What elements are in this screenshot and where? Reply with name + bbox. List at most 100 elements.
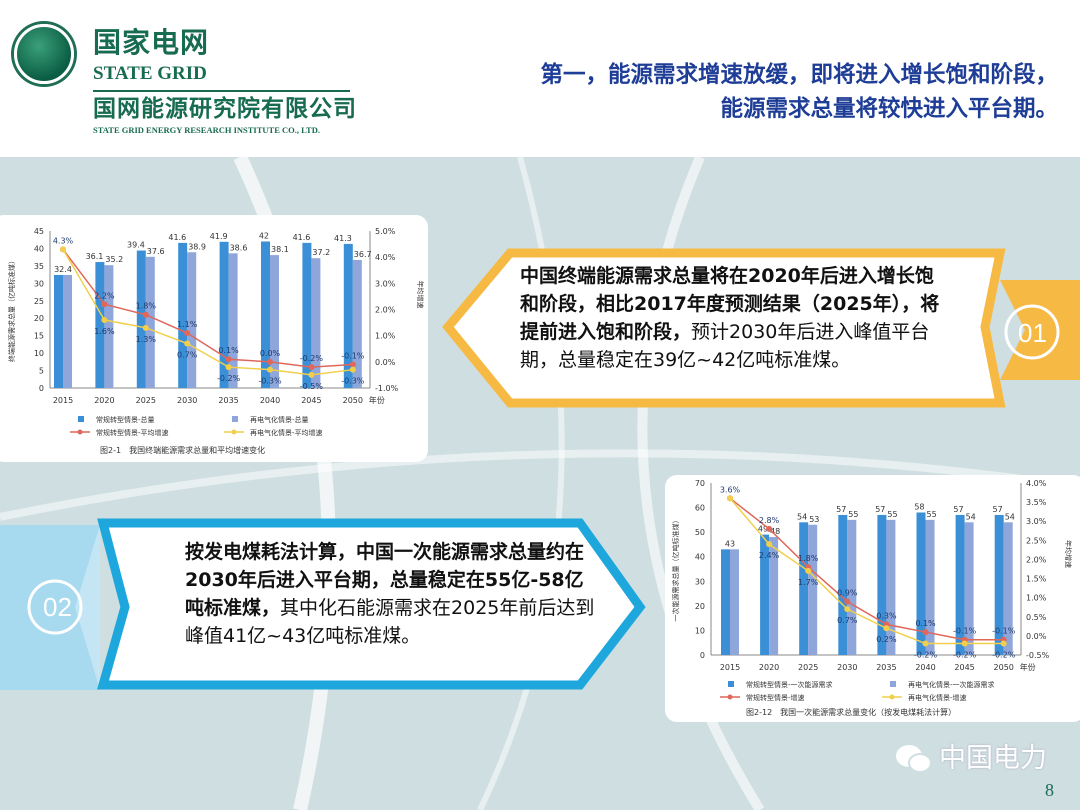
line-value-label: 0.7% — [177, 351, 198, 360]
line-value-label: -0.2% — [992, 651, 1016, 660]
line-value-label: 1.1% — [177, 320, 198, 329]
line-series — [729, 497, 1004, 645]
y2-tick-label: 1.0% — [375, 332, 396, 341]
x-axis-label: 年份 — [1020, 662, 1036, 672]
chart-final-energy: 051015202530354045-1.0%0.0%1.0%2.0%3.0%4… — [7, 227, 425, 455]
y2-axis-label: 年均增速 — [1064, 540, 1073, 568]
y-tick-label: 50 — [695, 528, 705, 537]
bar-value-label: 39.4 — [127, 241, 145, 250]
bar — [302, 242, 312, 388]
line-point — [961, 640, 968, 647]
bar — [270, 255, 279, 388]
bar — [54, 274, 63, 388]
bar-value-label: 41.6 — [168, 233, 186, 242]
line-point — [184, 340, 191, 347]
y-tick-label: 15 — [34, 332, 44, 341]
line-point — [349, 361, 356, 368]
bar — [228, 253, 238, 388]
line-value-label: 2.4% — [759, 551, 780, 560]
bar — [721, 549, 730, 655]
x-tick-label: 2015 — [720, 663, 740, 672]
bar-value-label: 57 — [836, 505, 846, 514]
line-value-label: 0.0% — [260, 349, 281, 358]
bar — [352, 259, 362, 388]
y-tick-label: 40 — [34, 244, 44, 253]
x-tick-label: 2050 — [994, 663, 1014, 672]
line-value-label: 4.3% — [53, 236, 74, 245]
bar-value-label: 43 — [725, 539, 735, 548]
y2-tick-label: 2.0% — [375, 306, 396, 315]
y2-tick-label: 5.0% — [375, 227, 396, 236]
y-tick-label: 60 — [695, 504, 705, 513]
institute-en: STATE GRID ENERGY RESEARCH INSTITUTE CO.… — [93, 125, 320, 135]
bar-value-label: 37.6 — [147, 247, 165, 256]
line-point — [805, 567, 812, 574]
bar — [261, 241, 270, 388]
y-tick-label: 40 — [695, 553, 705, 562]
legend-label: 常规转型情景-总量 — [96, 415, 155, 424]
y2-tick-label: -0.5% — [1026, 651, 1050, 660]
bar — [104, 265, 114, 388]
x-tick-label: 2035 — [876, 663, 896, 672]
bar — [964, 522, 974, 655]
title-line-2: 能源需求总量将较快进入平台期。 — [720, 96, 1058, 122]
legend-label: 再电气化情景-增速 — [908, 693, 967, 702]
legend-label: 常规转型情景-增速 — [746, 693, 805, 702]
callout-2-text: 按发电煤耗法计算，中国一次能源需求总量约在2030年后进入平台期，总量稳定在55… — [185, 538, 595, 650]
bar-value-label: 41.9 — [210, 232, 228, 241]
callout-1-number: 01 — [1018, 317, 1047, 348]
bar-value-label: 38.6 — [230, 243, 248, 252]
bar — [886, 519, 896, 655]
y-tick-label: 25 — [34, 297, 44, 306]
y2-tick-label: 3.5% — [1026, 498, 1047, 507]
legend-swatch — [890, 681, 896, 687]
state-grid-globe-logo — [14, 24, 74, 84]
y-tick-label: 10 — [695, 626, 705, 635]
x-tick-label: 2030 — [177, 396, 197, 405]
line-value-label: -0.3% — [341, 377, 365, 386]
line-value-label: 0.1% — [915, 619, 936, 628]
bar — [838, 514, 848, 655]
line-point — [142, 324, 149, 331]
line-value-label: 0.1% — [218, 346, 239, 355]
wechat-icon — [896, 745, 932, 773]
line-point — [101, 316, 108, 323]
legend-swatch — [728, 681, 734, 687]
callout-1-bold: 中国终端能源需求总量将在2020年后进入增长饱和阶段，相比2017年度预测结果（… — [520, 265, 940, 343]
line-point — [349, 366, 356, 373]
bar — [145, 256, 155, 388]
line-value-label: 2.8% — [759, 516, 780, 525]
y2-tick-label: 0.5% — [1026, 613, 1047, 622]
x-tick-label: 2050 — [343, 396, 363, 405]
bar — [1003, 522, 1013, 655]
bar-value-label: 53 — [809, 515, 819, 524]
chart-primary-energy: 010203040506070-0.5%0.0%0.5%1.0%1.5%2.0%… — [671, 479, 1073, 717]
line-value-label: -0.2% — [953, 651, 977, 660]
logo-cn: 国家电网 — [93, 26, 210, 59]
bar-value-label: 57 — [953, 505, 963, 514]
bar — [178, 242, 188, 388]
line-value-label: -0.3% — [258, 377, 282, 386]
y-tick-label: 5 — [39, 367, 44, 376]
line-series — [62, 248, 353, 368]
y2-tick-label: 4.0% — [1026, 479, 1047, 488]
legend-label: 再电气化情景-一次能源需求 — [908, 680, 995, 689]
legend-marker — [727, 694, 733, 700]
callout-2-number: 02 — [43, 591, 72, 622]
legend-label: 常规转型情景-一次能源需求 — [746, 680, 833, 689]
line-value-label: -0.2% — [217, 374, 241, 383]
bar — [63, 274, 72, 388]
bar-value-label: 32.4 — [54, 265, 72, 274]
bar-value-label: 36.1 — [86, 252, 104, 261]
line-value-label: 2.2% — [94, 291, 115, 300]
line-value-label: 1.8% — [136, 302, 157, 311]
line-point — [844, 598, 851, 605]
y2-tick-label: -1.0% — [375, 384, 399, 393]
y-tick-label: 45 — [34, 227, 44, 236]
bar-value-label: 57 — [993, 505, 1003, 514]
bar-value-label: 54 — [1005, 512, 1015, 521]
bar-value-label: 55 — [848, 510, 858, 519]
line-point — [101, 301, 108, 308]
line-point — [844, 606, 851, 613]
bar-value-label: 54 — [966, 512, 976, 521]
